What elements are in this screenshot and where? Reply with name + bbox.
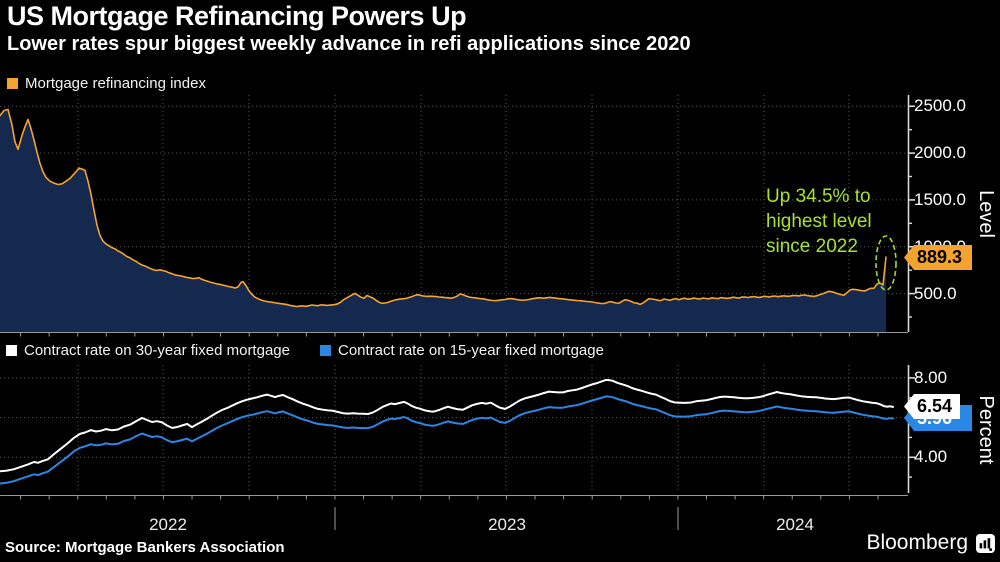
legend-label-30y-rate: Contract rate on 30-year fixed mortgage [24,342,290,359]
page-subtitle: Lower rates spur biggest weekly advance … [7,33,691,55]
series-line-0 [0,378,894,473]
refi-last-value-badge: 889.3 [904,245,972,270]
axis-title-percent: Percent [975,395,997,465]
page-title: US Mortgage Refinancing Powers Up [7,1,467,31]
refi-index-swatch-icon [7,78,18,89]
rate-30y-last-value-badge: 6.54 [904,394,960,419]
legend-item-15y-rate: Contract rate on 15-year fixed mortgage [319,342,604,359]
axis-title-level: Level [975,190,997,238]
series-line-1 [0,395,894,485]
bloomberg-logo: Bloomberg [866,531,995,555]
legend-label-15y-rate: Contract rate on 15-year fixed mortgage [337,342,604,359]
legend-bottom: Contract rate on 30-year fixed mortgage … [6,342,604,359]
legend-top: Mortgage refinancing index [7,75,206,92]
source-attribution: Source: Mortgage Bankers Association [5,539,285,556]
series-line-0 [0,108,887,308]
bloomberg-logo-icon [976,533,995,553]
bloomberg-logo-text: Bloomberg [866,531,968,554]
rate-15y-swatch-icon [319,345,331,356]
highlight-ellipse [875,235,897,291]
legend-label-refi-index: Mortgage refinancing index [25,75,206,92]
legend-item-refi-index: Mortgage refinancing index [7,75,206,92]
rate-30y-swatch-icon [6,345,17,356]
annotation-highest-level: Up 34.5% to highest level since 2022 [766,186,872,257]
legend-item-30y-rate: Contract rate on 30-year fixed mortgage [6,342,290,359]
series-area-fill [0,109,886,332]
